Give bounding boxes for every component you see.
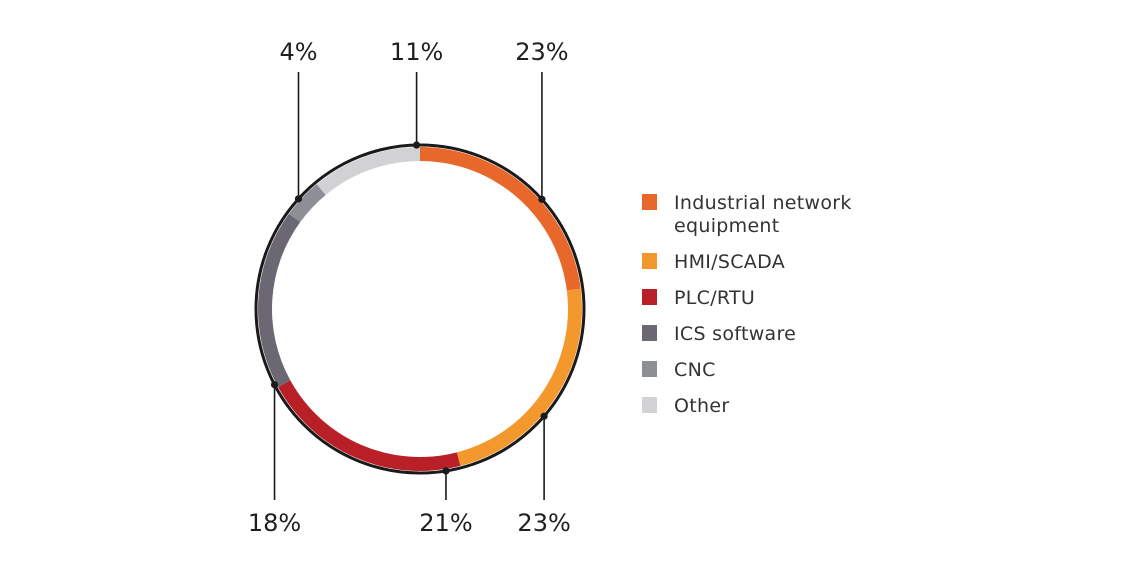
legend-label: ICS software — [674, 323, 797, 345]
legend-item-hmi-scada: HMI/SCADA — [642, 251, 942, 274]
legend-label: PLC/RTU — [674, 287, 756, 309]
donut-slice-other — [316, 147, 420, 195]
percent-label-other: 11% — [390, 38, 443, 66]
leader-dot-industrial-network-equipment — [538, 195, 546, 203]
donut-outer-rim — [254, 143, 586, 475]
legend: Industrial network equipment HMI/SCADA P… — [642, 192, 942, 431]
donut-slices — [257, 147, 582, 471]
legend-label: CNC — [674, 359, 716, 381]
donut-slice-ics-software — [257, 213, 301, 388]
donut-slice-cnc — [288, 184, 326, 223]
percent-label-industrial-network-equipment: 23% — [515, 38, 568, 66]
legend-label: Industrial network equipment — [674, 192, 852, 237]
percent-label-cnc: 4% — [279, 38, 317, 66]
donut-slice-plc-rtu — [278, 380, 461, 471]
leader-dot-ics-software — [270, 381, 279, 389]
legend-swatch — [642, 194, 657, 210]
legend-item-other: Other — [642, 395, 942, 418]
legend-swatch — [642, 397, 657, 413]
donut-slice-hmi-scada — [456, 288, 582, 466]
legend-swatch — [642, 361, 657, 377]
leader-dot-hmi-scada — [540, 412, 548, 420]
legend-swatch — [642, 325, 657, 341]
legend-item-cnc: CNC — [642, 359, 942, 382]
percent-label-ics-software: 18% — [248, 509, 301, 537]
legend-item-industrial-network-equipment: Industrial network equipment — [642, 192, 942, 238]
leader-dot-other — [412, 141, 421, 149]
percent-label-hmi-scada: 23% — [517, 509, 570, 537]
legend-item-plc-rtu: PLC/RTU — [642, 287, 942, 310]
legend-label: HMI/SCADA — [674, 251, 786, 273]
label-leaders — [270, 72, 548, 500]
donut-slice-industrial-network-equipment — [420, 147, 581, 291]
legend-swatch — [642, 289, 657, 305]
percent-labels: 23% 23% 21% 18% 4% 11% — [248, 38, 571, 537]
legend-item-ics-software: ICS software — [642, 323, 942, 346]
leader-dot-plc-rtu — [442, 467, 450, 475]
legend-label: Other — [674, 395, 730, 417]
percent-label-plc-rtu: 21% — [419, 509, 472, 537]
leader-dot-cnc — [294, 195, 303, 203]
legend-swatch — [642, 253, 657, 269]
